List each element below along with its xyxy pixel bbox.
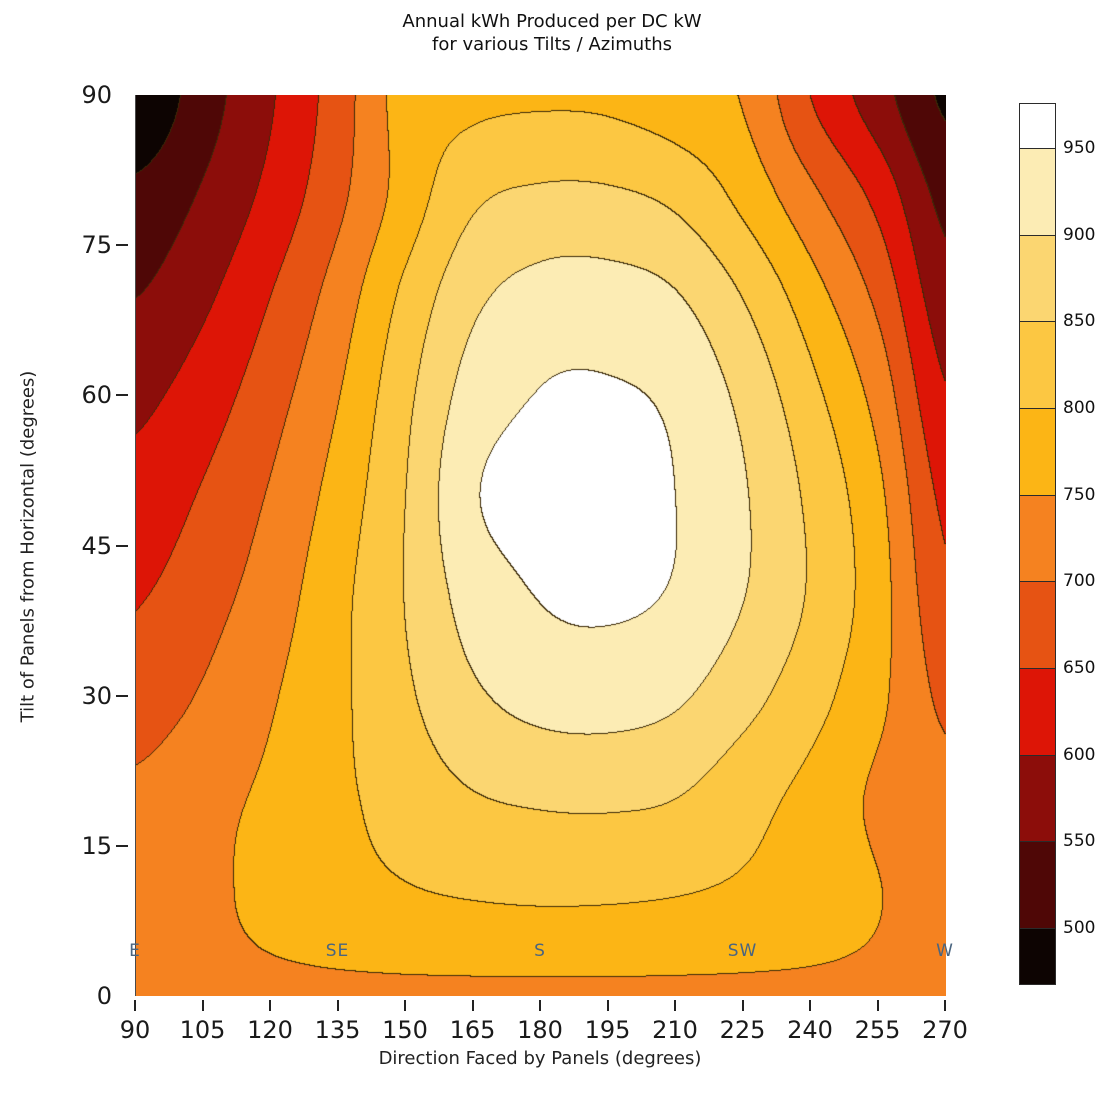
colorbar-label-750: 750 (1063, 484, 1096, 505)
y-tick-mark-15 (116, 844, 128, 847)
colorbar-band-3 (1019, 321, 1056, 408)
x-tick-label-120: 120 (247, 1016, 293, 1044)
x-tick-mark-90 (134, 1000, 136, 1011)
colorbar-label-850: 850 (1063, 311, 1096, 332)
chart-title-line1: Annual kWh Produced per DC kW (402, 11, 702, 32)
x-tick-mark-120 (269, 1000, 271, 1011)
colorbar-band-6 (1019, 581, 1056, 668)
colorbar-band-4 (1019, 408, 1056, 495)
y-tick-mark-60 (116, 394, 128, 397)
x-tick-label-210: 210 (652, 1016, 698, 1044)
x-tick-label-165: 165 (449, 1016, 496, 1044)
colorbar-label-800: 800 (1063, 398, 1096, 418)
compass-label-w: W (936, 940, 954, 961)
colorbar-band-1 (1019, 148, 1056, 235)
x-tick-mark-210 (674, 1000, 676, 1011)
x-tick-mark-225 (741, 1000, 744, 1011)
x-tick-label-270: 270 (922, 1016, 968, 1044)
x-tick-mark-270 (944, 1000, 946, 1011)
contour-plot-canvas (135, 95, 946, 996)
y-tick-label-30: 30 (81, 681, 112, 710)
colorbar-label-900: 900 (1063, 224, 1096, 245)
compass-label-sw: SW (727, 940, 758, 961)
x-tick-mark-150 (404, 1000, 406, 1011)
y-tick-label-60: 60 (81, 381, 112, 410)
x-tick-label-150: 150 (382, 1016, 428, 1044)
x-tick-mark-165 (471, 1000, 474, 1011)
y-tick-label-15: 15 (81, 831, 112, 860)
colorbar-label-650: 650 (1063, 658, 1096, 678)
x-axis-title: Direction Faced by Panels (degrees) (378, 1048, 702, 1069)
y-tick-mark-45 (116, 544, 128, 547)
x-tick-mark-240 (809, 1000, 811, 1011)
x-tick-mark-135 (336, 1000, 339, 1011)
chart-title: Annual kWh Produced per DC kW for variou… (0, 10, 1104, 56)
colorbar-label-950: 950 (1063, 138, 1096, 158)
x-tick-mark-105 (201, 1000, 204, 1011)
colorbar-band-0 (1019, 103, 1056, 148)
compass-label-e: E (129, 940, 141, 961)
colorbar-band-10 (1019, 928, 1056, 985)
y-tick-mark-30 (116, 694, 128, 697)
colorbar-label-600: 600 (1063, 744, 1096, 765)
x-tick-label-240: 240 (787, 1016, 833, 1044)
colorbar-label-500: 500 (1063, 918, 1096, 938)
x-tick-label-180: 180 (517, 1016, 563, 1044)
x-tick-label-255: 255 (854, 1016, 901, 1044)
x-tick-label-105: 105 (179, 1016, 226, 1044)
chart-title-line2: for various Tilts / Azimuths (431, 34, 672, 55)
x-tick-label-225: 225 (719, 1016, 766, 1044)
x-tick-mark-255 (876, 1000, 879, 1011)
x-tick-label-195: 195 (584, 1016, 631, 1044)
compass-label-se: SE (325, 940, 350, 961)
y-tick-mark-75 (116, 244, 128, 247)
y-axis-title: Tilt of Panels from Horizontal (degrees) (17, 370, 39, 723)
x-tick-label-135: 135 (314, 1016, 361, 1044)
y-tick-label-0: 0 (96, 982, 112, 1010)
x-tick-mark-195 (606, 1000, 609, 1011)
y-tick-label-45: 45 (81, 531, 112, 560)
colorbar-band-9 (1019, 841, 1056, 928)
x-tick-label-90: 90 (119, 1016, 151, 1044)
colorbar-band-7 (1019, 668, 1056, 755)
colorbar-band-2 (1019, 234, 1056, 322)
colorbar-label-700: 700 (1063, 571, 1096, 592)
y-tick-label-90: 90 (81, 81, 112, 109)
x-tick-mark-180 (539, 1000, 541, 1011)
y-tick-label-75: 75 (81, 231, 112, 260)
colorbar-label-550: 550 (1063, 831, 1096, 852)
colorbar-band-8 (1019, 754, 1056, 842)
colorbar-band-5 (1019, 494, 1056, 582)
compass-label-s: S (534, 940, 546, 961)
